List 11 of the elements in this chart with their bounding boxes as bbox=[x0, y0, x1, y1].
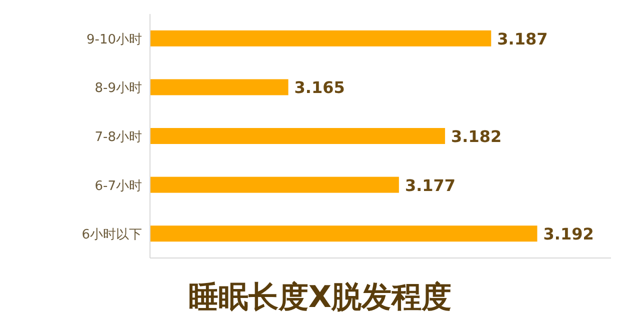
text: 睡眠长度X脱发程度 bbox=[188, 280, 452, 315]
data-label: 3.182 bbox=[451, 127, 502, 146]
y-tick-label: 8-9小时 bbox=[94, 81, 142, 96]
y-tick-label: 6-7小时 bbox=[94, 178, 142, 194]
data-label: 3.187 bbox=[497, 29, 548, 48]
y-tick-label: 6小时以下 bbox=[82, 228, 142, 243]
data-label: 3.177 bbox=[404, 176, 456, 195]
y-tick-label: 9-10小时 bbox=[86, 32, 142, 48]
y-tick-label: 7-8小时 bbox=[94, 130, 142, 145]
data-label: 3.192 bbox=[543, 224, 594, 244]
data-label: 3.165 bbox=[294, 78, 345, 98]
